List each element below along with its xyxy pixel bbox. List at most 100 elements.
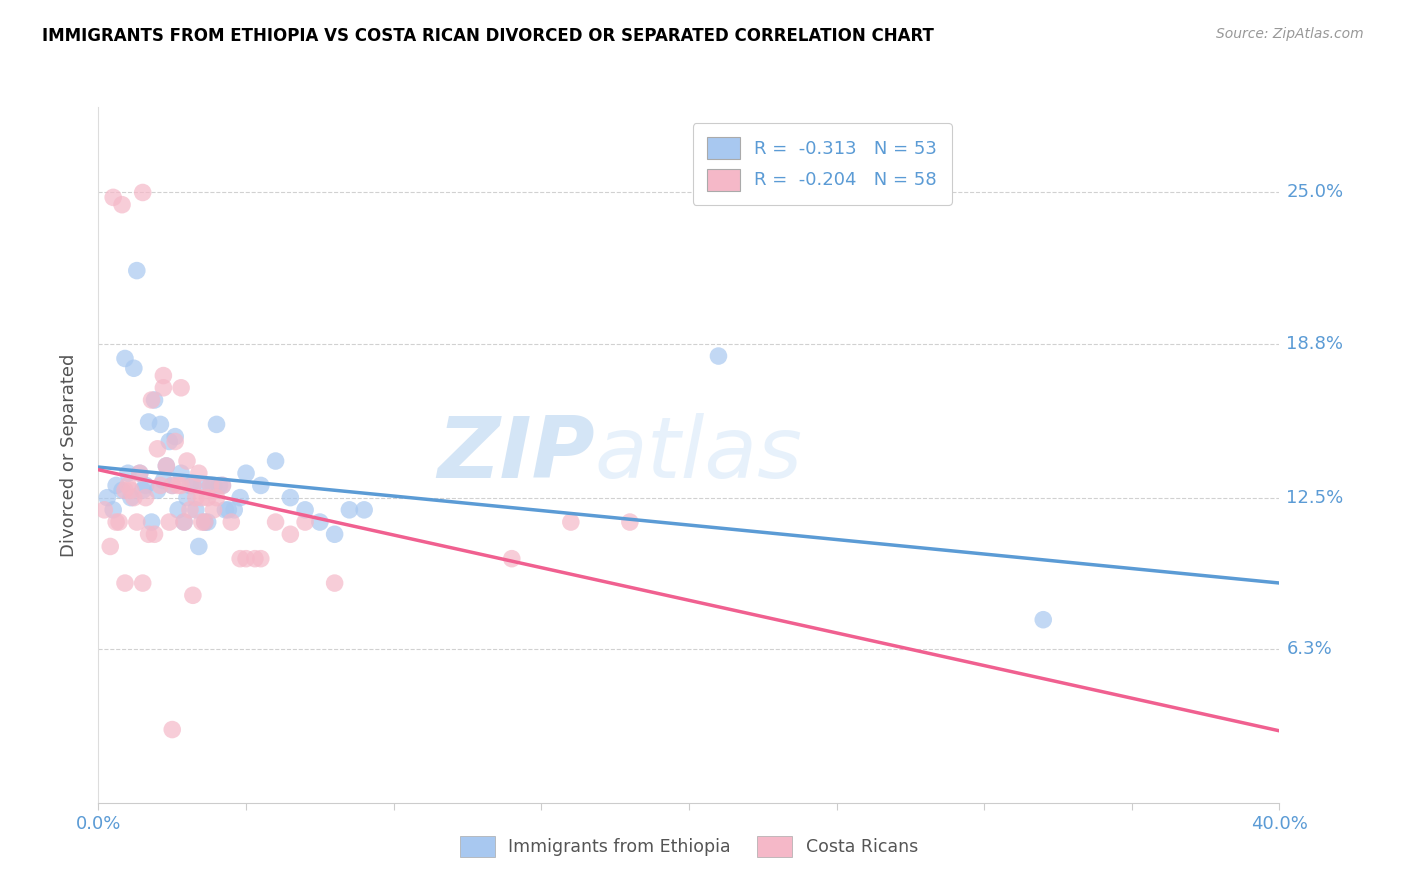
Point xyxy=(181,478,204,492)
Point xyxy=(143,392,166,407)
Point xyxy=(224,503,246,517)
Point xyxy=(205,491,228,505)
Point xyxy=(135,491,157,505)
Point xyxy=(278,527,302,541)
Point xyxy=(167,503,190,517)
Point xyxy=(170,381,193,395)
Point xyxy=(229,491,252,505)
Point xyxy=(152,368,174,383)
Point xyxy=(120,491,142,505)
Point xyxy=(96,491,118,505)
Point xyxy=(132,186,155,200)
Point xyxy=(173,515,195,529)
Point xyxy=(200,478,222,492)
Point xyxy=(264,515,287,529)
Point xyxy=(187,467,209,481)
Text: atlas: atlas xyxy=(595,413,803,497)
Point xyxy=(117,478,139,492)
Point xyxy=(117,467,139,481)
Point xyxy=(205,417,228,432)
Point xyxy=(229,551,252,566)
Point xyxy=(143,527,166,541)
Y-axis label: Divorced or Separated: Divorced or Separated xyxy=(59,353,77,557)
Point xyxy=(211,478,233,492)
Point xyxy=(128,467,150,481)
Point xyxy=(173,515,195,529)
Point xyxy=(122,361,145,376)
Point xyxy=(103,503,125,517)
Point xyxy=(157,515,180,529)
Point xyxy=(184,491,207,505)
Point xyxy=(235,551,257,566)
Point xyxy=(181,478,204,492)
Point xyxy=(165,434,187,449)
Point xyxy=(217,503,239,517)
Text: 12.5%: 12.5% xyxy=(1286,489,1344,507)
Point xyxy=(108,515,131,529)
Point xyxy=(162,478,183,492)
Point xyxy=(294,503,316,517)
Point xyxy=(294,515,316,529)
Point xyxy=(176,491,198,505)
Point xyxy=(278,491,302,505)
Point xyxy=(122,491,145,505)
Point xyxy=(138,527,160,541)
Point xyxy=(114,576,136,591)
Point xyxy=(1032,613,1054,627)
Point xyxy=(149,478,172,492)
Point xyxy=(191,491,214,505)
Point xyxy=(125,515,148,529)
Point xyxy=(501,551,523,566)
Point xyxy=(157,434,180,449)
Point xyxy=(141,515,163,529)
Text: 18.8%: 18.8% xyxy=(1286,334,1344,353)
Point xyxy=(149,417,172,432)
Text: 25.0%: 25.0% xyxy=(1286,184,1344,202)
Point xyxy=(146,442,169,456)
Point xyxy=(155,458,177,473)
Point xyxy=(93,503,115,517)
Point xyxy=(337,503,360,517)
Point xyxy=(141,392,163,407)
Point xyxy=(179,478,201,492)
Point xyxy=(162,723,183,737)
Point xyxy=(179,503,201,517)
Point xyxy=(191,478,214,492)
Point xyxy=(208,478,231,492)
Point xyxy=(211,478,233,492)
Text: IMMIGRANTS FROM ETHIOPIA VS COSTA RICAN DIVORCED OR SEPARATED CORRELATION CHART: IMMIGRANTS FROM ETHIOPIA VS COSTA RICAN … xyxy=(42,27,934,45)
Point xyxy=(162,478,183,492)
Point xyxy=(200,478,222,492)
Point xyxy=(155,458,177,473)
Point xyxy=(111,197,134,211)
Point xyxy=(138,415,160,429)
Point xyxy=(170,467,193,481)
Point xyxy=(170,478,193,492)
Point xyxy=(250,478,273,492)
Point xyxy=(353,503,375,517)
Point xyxy=(105,515,128,529)
Point xyxy=(114,351,136,366)
Point xyxy=(120,483,142,498)
Point xyxy=(135,478,157,492)
Point xyxy=(146,483,169,498)
Point xyxy=(323,576,346,591)
Point xyxy=(187,540,209,554)
Point xyxy=(103,190,125,204)
Point xyxy=(707,349,730,363)
Point xyxy=(191,515,214,529)
Point xyxy=(114,483,136,498)
Point xyxy=(152,474,174,488)
Point xyxy=(176,454,198,468)
Point xyxy=(197,491,219,505)
Point xyxy=(181,588,204,602)
Point xyxy=(165,429,187,443)
Point xyxy=(214,503,236,517)
Legend: Immigrants from Ethiopia, Costa Ricans: Immigrants from Ethiopia, Costa Ricans xyxy=(453,829,925,863)
Point xyxy=(167,478,190,492)
Point xyxy=(243,551,266,566)
Point xyxy=(184,503,207,517)
Point xyxy=(111,483,134,498)
Point xyxy=(250,551,273,566)
Point xyxy=(264,454,287,468)
